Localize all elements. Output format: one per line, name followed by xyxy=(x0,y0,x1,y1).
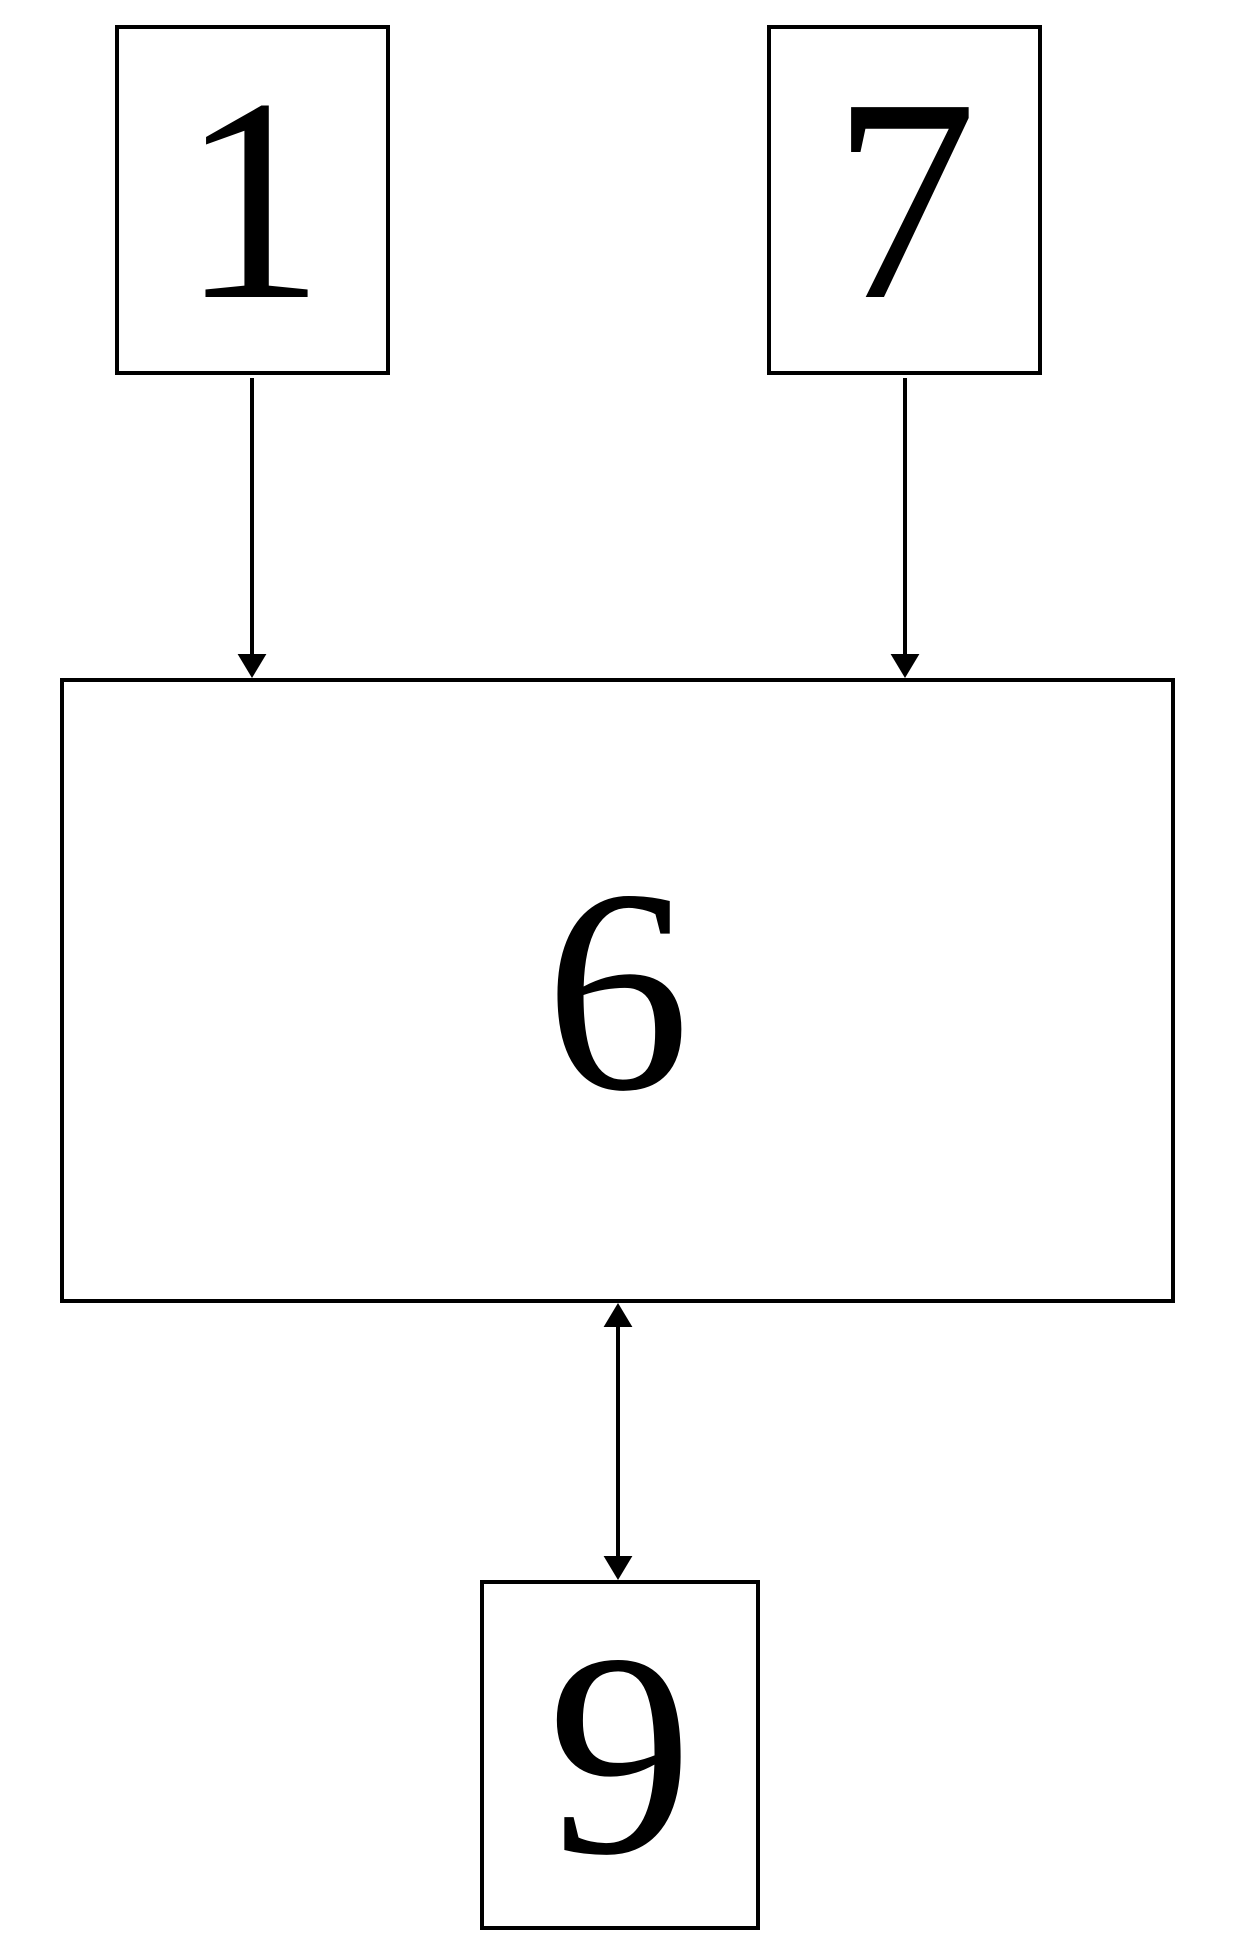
node-label-n9: 9 xyxy=(548,1610,693,1900)
node-label-n6: 6 xyxy=(545,846,690,1136)
edge-n7-n6 xyxy=(891,378,920,678)
node-n1: 1 xyxy=(115,25,390,375)
node-label-n7: 7 xyxy=(832,55,977,345)
node-n9: 9 xyxy=(480,1580,760,1930)
node-n7: 7 xyxy=(767,25,1042,375)
edge-n1-n6 xyxy=(238,378,267,678)
node-label-n1: 1 xyxy=(180,55,325,345)
block-diagram: 1769 xyxy=(0,0,1240,1957)
node-n6: 6 xyxy=(60,678,1175,1303)
edge-n6-n9 xyxy=(604,1303,633,1580)
